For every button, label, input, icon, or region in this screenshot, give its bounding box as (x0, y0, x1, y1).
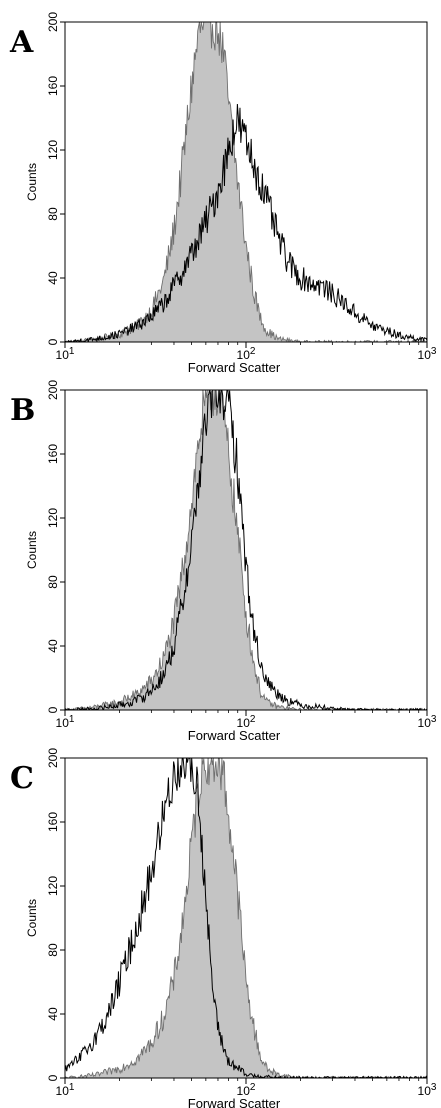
x-tick-label-c-2: 103 (418, 1082, 437, 1098)
panel-label-b: B (10, 393, 35, 428)
x-axis-label-a: Forward Scatter (188, 360, 281, 375)
x-axis-label-c: Forward Scatter (188, 1096, 281, 1108)
x-tick-label-b-1: 102 (237, 714, 256, 730)
y-tick-label-a-5: 200 (46, 12, 60, 32)
y-tick-label-b-3: 120 (46, 508, 60, 528)
x-tick-label-a-2: 103 (418, 346, 437, 362)
y-tick-label-a-2: 80 (46, 207, 60, 221)
y-tick-label-a-1: 40 (46, 271, 60, 285)
panel-label-c: C (10, 761, 34, 796)
y-tick-label-c-4: 160 (46, 812, 60, 832)
chart-c-svg: 0 40 80 120 160 200 101 102 103 Forward Scatter Co… (10, 748, 437, 1108)
histogram-line-c (65, 758, 427, 1078)
y-axis-label-c: Counts (25, 899, 39, 937)
y-tick-label-b-0: 0 (46, 706, 60, 713)
y-tick-label-c-2: 80 (46, 943, 60, 957)
y-axis-label-a: Counts (25, 163, 39, 201)
y-tick-label-b-4: 160 (46, 444, 60, 464)
y-tick-label-c-0: 0 (46, 1074, 60, 1081)
histogram-panel-a: 0 40 80 120 160 200 101 102 103 Forward Scatter Co… (0, 0, 441, 375)
y-tick-label-b-2: 80 (46, 575, 60, 589)
histogram-line-b (65, 390, 427, 710)
x-tick-label-c-1: 102 (237, 1082, 256, 1098)
x-tick-label-a-0: 101 (56, 346, 75, 362)
y-tick-label-b-1: 40 (46, 639, 60, 653)
histogram-panel-c: 0 40 80 120 160 200 101 102 103 Forward Scatter Co… (0, 736, 441, 1108)
y-tick-label-b-5: 200 (46, 380, 60, 400)
histogram-line-a (65, 104, 427, 342)
y-tick-label-c-5: 200 (46, 748, 60, 768)
panel-label-a: A (9, 25, 34, 60)
chart-a-svg: 0 40 80 120 160 200 101 102 103 Forward Scatter Co… (9, 12, 437, 375)
x-axis-label-b: Forward Scatter (188, 728, 281, 743)
histogram-filled-b (65, 390, 427, 710)
y-tick-label-a-3: 120 (46, 140, 60, 160)
histogram-filled-c (65, 758, 427, 1078)
x-tick-label-b-2: 103 (418, 714, 437, 730)
chart-b-svg: 0 40 80 120 160 200 101 102 103 Forward Scatter Co… (10, 380, 437, 743)
y-tick-label-c-3: 120 (46, 876, 60, 896)
y-axis-label-b: Counts (25, 531, 39, 569)
y-tick-label-a-4: 160 (46, 76, 60, 96)
x-tick-label-a-1: 102 (237, 346, 256, 362)
histogram-panel-b: 0 40 80 120 160 200 101 102 103 Forward Scatter Co… (0, 368, 441, 743)
x-tick-label-c-0: 101 (56, 1082, 75, 1098)
y-tick-label-c-1: 40 (46, 1007, 60, 1021)
x-tick-label-b-0: 101 (56, 714, 75, 730)
y-tick-label-a-0: 0 (46, 338, 60, 345)
histogram-filled-a (65, 22, 427, 342)
